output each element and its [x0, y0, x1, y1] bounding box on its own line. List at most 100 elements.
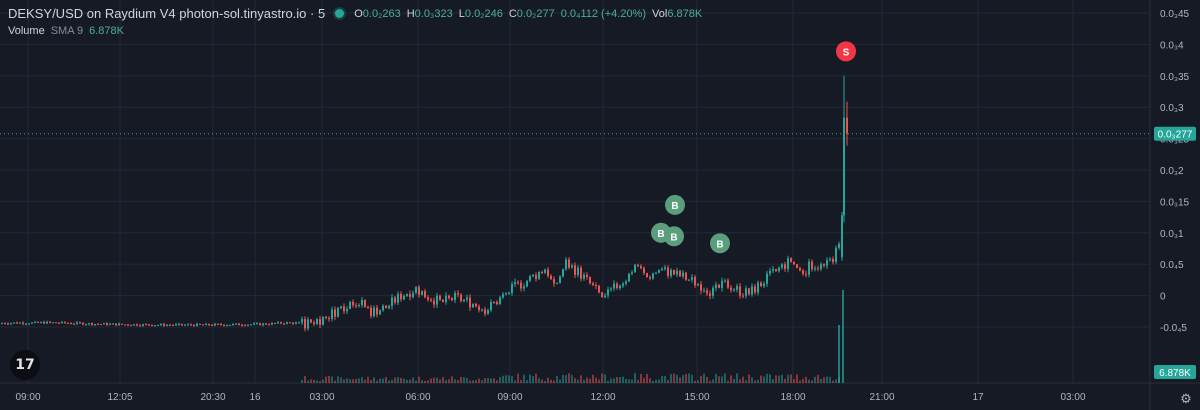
- candle: [94, 324, 96, 326]
- buy-marker[interactable]: B: [664, 226, 684, 247]
- candle: [502, 294, 504, 298]
- candle: [85, 324, 87, 326]
- candle: [475, 303, 477, 307]
- volume-bar: [724, 373, 726, 383]
- candle: [214, 323, 216, 326]
- candle: [169, 324, 171, 326]
- candle: [538, 271, 540, 279]
- candle: [808, 261, 810, 275]
- candle: [460, 294, 462, 302]
- x-tick-label: 21:00: [869, 392, 894, 403]
- volume-bar: [736, 373, 738, 383]
- candle: [118, 323, 120, 326]
- sell-marker[interactable]: S: [836, 41, 856, 62]
- volume-bar: [838, 325, 840, 383]
- volume-bar: [373, 377, 375, 383]
- candle: [358, 305, 360, 307]
- volume-bar: [565, 375, 567, 383]
- candle: [424, 291, 426, 298]
- volume-bar: [775, 375, 777, 383]
- symbol-title[interactable]: DEKSY/USD on Raydium V4 photon-sol.tinya…: [8, 6, 326, 21]
- volume-bar: [469, 380, 471, 383]
- volume-bar: [685, 374, 687, 383]
- volume-bar: [679, 377, 681, 383]
- candle: [61, 321, 63, 323]
- volume-bar: [583, 379, 585, 383]
- candle: [616, 283, 618, 289]
- candle: [250, 324, 252, 326]
- volume-bar: [667, 380, 669, 383]
- buy-marker[interactable]: B: [710, 233, 730, 254]
- volume-label[interactable]: Volume: [8, 25, 45, 37]
- last-price-badge: [1154, 126, 1196, 141]
- volume-bar: [406, 379, 408, 383]
- volume-bar: [592, 374, 594, 383]
- volume-bar: [625, 378, 627, 383]
- candle: [52, 322, 54, 324]
- candle: [331, 309, 333, 319]
- candle: [846, 117, 848, 134]
- candle: [655, 272, 657, 274]
- candle: [91, 323, 93, 325]
- volume-bar: [550, 379, 552, 383]
- candle: [733, 289, 735, 291]
- volume-bar: [499, 377, 501, 383]
- volume-bar: [652, 380, 654, 383]
- candle: [742, 295, 744, 297]
- candle: [40, 322, 42, 324]
- grid: [0, 0, 1150, 383]
- candle: [421, 291, 423, 295]
- marker-label: B: [657, 229, 664, 240]
- candle: [106, 323, 108, 325]
- change-value: 0.0₄112 (+4.20%): [560, 7, 647, 20]
- marker-circle: [836, 41, 856, 62]
- candle: [127, 324, 129, 326]
- candle: [409, 294, 411, 297]
- volume-bar: [760, 375, 762, 383]
- volume-bar: [301, 379, 303, 383]
- volume-bar: [751, 377, 753, 383]
- buy-marker[interactable]: B: [665, 194, 685, 215]
- volume-bar: [490, 378, 492, 383]
- volume-bar: [457, 379, 459, 383]
- y-tick-label: 0.0₃2: [1160, 166, 1184, 177]
- candle: [820, 264, 822, 269]
- volume-bar: [712, 379, 714, 383]
- candle: [607, 289, 609, 296]
- tradingview-logo-icon[interactable]: 17: [10, 350, 40, 380]
- volume-bar: [727, 380, 729, 383]
- candle: [784, 264, 786, 269]
- volume-bar: [769, 374, 771, 383]
- candle: [571, 265, 573, 268]
- volume-bar: [598, 379, 600, 383]
- candle: [589, 276, 591, 284]
- volume-bar: [646, 374, 648, 383]
- volume-bar: [436, 377, 438, 383]
- x-tick-label: 09:00: [15, 392, 40, 403]
- volume-legend: Volume SMA 9 6.878K: [8, 25, 124, 37]
- candle: [103, 323, 105, 325]
- candle: [283, 323, 285, 325]
- candle: [841, 215, 843, 258]
- volume-bar: [460, 376, 462, 383]
- volume-bar: [421, 380, 423, 383]
- volume-bar: [463, 377, 465, 383]
- volume-bar: [367, 376, 369, 383]
- volume-bar: [694, 380, 696, 383]
- candle: [838, 243, 840, 248]
- volume-bar: [520, 379, 522, 383]
- candle: [241, 325, 243, 327]
- y-tick-label: 0.0₄5: [1160, 260, 1184, 271]
- x-tick-label: 20:30: [200, 392, 225, 403]
- candle: [253, 323, 255, 325]
- settings-gear-icon[interactable]: ⚙: [1180, 391, 1192, 406]
- candle: [769, 270, 771, 274]
- volume-bar: [424, 380, 426, 383]
- volume-bar: [526, 380, 528, 383]
- candle: [247, 324, 249, 326]
- volume-bar: [673, 373, 675, 383]
- volume-bar: [352, 379, 354, 383]
- volume-bar: [580, 375, 582, 383]
- candle: [64, 321, 66, 323]
